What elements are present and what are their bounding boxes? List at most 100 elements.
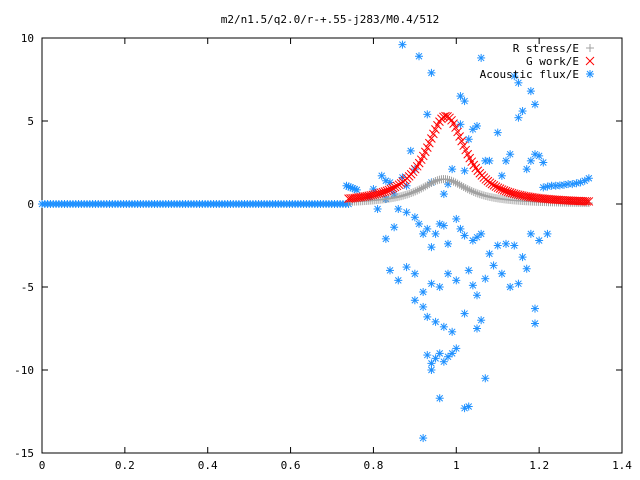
data-point (419, 183, 428, 192)
legend-label: G work/E (526, 55, 579, 68)
data-point (514, 113, 523, 122)
data-point (417, 184, 426, 193)
data-point (535, 236, 544, 245)
data-point (405, 189, 414, 198)
data-point (420, 147, 430, 157)
data-point (373, 204, 382, 213)
y-tick-label: 5 (27, 115, 34, 128)
data-point (539, 158, 548, 167)
data-point (452, 276, 461, 285)
data-point (510, 72, 519, 81)
data-point (394, 204, 403, 213)
data-point (435, 394, 444, 403)
data-point (427, 366, 436, 374)
data-point (493, 128, 502, 137)
x-tick-label: 1 (453, 459, 460, 472)
data-point (487, 179, 497, 189)
data-point (386, 266, 394, 275)
data-point (415, 185, 424, 194)
data-point (421, 182, 430, 191)
data-point (381, 234, 390, 243)
data-point (403, 190, 412, 199)
data-point (445, 176, 454, 185)
data-point (410, 213, 419, 222)
series-2 (38, 40, 593, 443)
x-tick-label: 0.6 (281, 459, 301, 472)
data-point (456, 120, 465, 129)
data-point (419, 229, 428, 238)
legend-marker (586, 44, 594, 52)
data-point (422, 143, 432, 152)
data-point (457, 181, 466, 190)
y-tick-label: 10 (21, 32, 34, 45)
data-point (471, 188, 480, 197)
data-point (518, 253, 527, 262)
data-point (455, 132, 464, 141)
data-point (419, 434, 428, 443)
x-tick-label: 1.4 (612, 459, 632, 472)
data-point (580, 196, 590, 206)
data-point (435, 349, 444, 358)
data-point (410, 296, 419, 305)
data-point (448, 349, 457, 358)
data-point (390, 182, 400, 192)
data-point (531, 304, 539, 313)
data-point (469, 187, 478, 196)
data-point (526, 156, 535, 165)
data-point (502, 239, 510, 248)
data-point (415, 219, 423, 228)
data-point (419, 287, 428, 296)
data-point (468, 281, 477, 290)
data-point (413, 186, 422, 195)
data-point (461, 145, 471, 155)
data-point (439, 357, 448, 366)
data-point (448, 327, 457, 336)
legend-marker (586, 70, 594, 78)
data-point (448, 165, 457, 174)
data-point (531, 319, 539, 328)
data-point (510, 241, 519, 250)
data-point (423, 224, 432, 233)
data-point (514, 279, 523, 288)
data-point (467, 187, 476, 196)
data-point (431, 177, 440, 186)
data-point (415, 52, 423, 61)
data-point (406, 146, 415, 155)
data-point (397, 192, 406, 201)
data-point (453, 127, 462, 137)
data-point (431, 354, 440, 363)
data-point (473, 291, 481, 300)
data-point (464, 402, 473, 411)
data-point (543, 229, 552, 238)
legend-label: R stress/E (513, 42, 579, 55)
data-point (473, 189, 482, 198)
data-point (489, 181, 499, 190)
data-point (407, 189, 416, 198)
data-point (443, 175, 452, 184)
data-point (522, 165, 531, 174)
legend-label: Acoustic flux/E (480, 68, 579, 81)
data-point (388, 183, 398, 193)
data-point (452, 214, 461, 223)
data-point (485, 249, 494, 258)
data-point (481, 274, 490, 283)
data-point (473, 121, 481, 130)
data-point (459, 183, 468, 192)
data-point (456, 92, 465, 101)
data-point (526, 87, 535, 96)
data-point (485, 156, 494, 165)
data-point (449, 177, 458, 186)
legend-marker (585, 56, 595, 66)
data-point (427, 279, 436, 288)
data-point (481, 191, 490, 200)
data-point (439, 190, 448, 199)
data-point (479, 191, 488, 200)
data-point (429, 177, 438, 186)
data-point (431, 125, 440, 134)
data-point (460, 166, 469, 175)
data-point (401, 191, 410, 200)
data-point (506, 283, 515, 291)
y-tick-label: -15 (14, 447, 34, 460)
